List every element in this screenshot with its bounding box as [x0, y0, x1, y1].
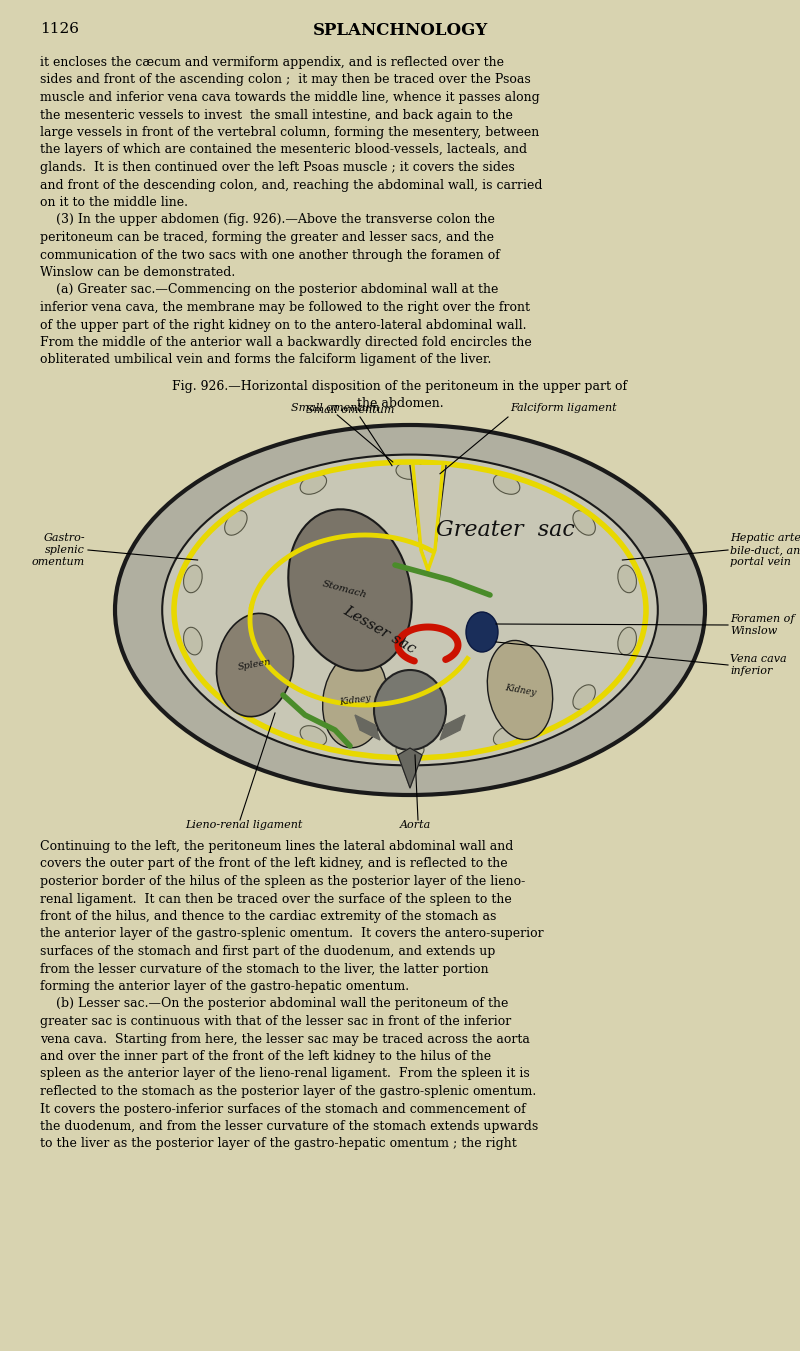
Text: Gastro-
splenic
omentum: Gastro- splenic omentum	[32, 534, 85, 566]
Ellipse shape	[374, 670, 446, 750]
Text: forming the anterior layer of the gastro-hepatic omentum.: forming the anterior layer of the gastro…	[40, 979, 409, 993]
Ellipse shape	[115, 426, 705, 794]
Ellipse shape	[396, 461, 424, 480]
Text: sides and front of the ascending colon ;  it may then be traced over the Psoas: sides and front of the ascending colon ;…	[40, 73, 530, 86]
Text: the abdomen.: the abdomen.	[357, 397, 443, 409]
Text: the duodenum, and from the lesser curvature of the stomach extends upwards: the duodenum, and from the lesser curvat…	[40, 1120, 538, 1133]
Text: SPLANCHNOLOGY: SPLANCHNOLOGY	[312, 22, 488, 39]
Text: from the lesser curvature of the stomach to the liver, the latter portion: from the lesser curvature of the stomach…	[40, 962, 489, 975]
Ellipse shape	[487, 640, 553, 739]
Text: muscle and inferior vena cava towards the middle line, whence it passes along: muscle and inferior vena cava towards th…	[40, 91, 540, 104]
Ellipse shape	[217, 613, 294, 716]
Polygon shape	[410, 466, 446, 570]
Text: the anterior layer of the gastro-splenic omentum.  It covers the antero-superior: the anterior layer of the gastro-splenic…	[40, 928, 544, 940]
Ellipse shape	[225, 511, 247, 535]
Text: Hepatic artery,
bile-duct, and
portal vein: Hepatic artery, bile-duct, and portal ve…	[730, 534, 800, 566]
Text: to the liver as the posterior layer of the gastro-hepatic omentum ; the right: to the liver as the posterior layer of t…	[40, 1138, 517, 1151]
Text: spleen as the anterior layer of the lieno-renal ligament.  From the spleen it is: spleen as the anterior layer of the lien…	[40, 1067, 530, 1081]
Text: obliterated umbilical vein and forms the falciform ligament of the liver.: obliterated umbilical vein and forms the…	[40, 354, 491, 366]
Text: front of the hilus, and thence to the cardiac extremity of the stomach as: front of the hilus, and thence to the ca…	[40, 911, 496, 923]
Text: Lesser sac: Lesser sac	[342, 604, 418, 657]
Text: of the upper part of the right kidney on to the antero-lateral abdominal wall.: of the upper part of the right kidney on…	[40, 319, 526, 331]
Text: peritoneum can be traced, forming the greater and lesser sacs, and the: peritoneum can be traced, forming the gr…	[40, 231, 494, 245]
Ellipse shape	[396, 740, 424, 759]
Text: glands.  It is then continued over the left Psoas muscle ; it covers the sides: glands. It is then continued over the le…	[40, 161, 514, 174]
Text: (3) In the upper abdomen (fig. 926).—Above the transverse colon the: (3) In the upper abdomen (fig. 926).—Abo…	[40, 213, 495, 227]
Text: Greater  sac: Greater sac	[435, 519, 574, 540]
Text: (b) Lesser sac.—On the posterior abdominal wall the peritoneum of the: (b) Lesser sac.—On the posterior abdomin…	[40, 997, 508, 1011]
Text: Continuing to the left, the peritoneum lines the lateral abdominal wall and: Continuing to the left, the peritoneum l…	[40, 840, 514, 852]
Text: inferior vena cava, the membrane may be followed to the right over the front: inferior vena cava, the membrane may be …	[40, 301, 530, 313]
Text: Stomach: Stomach	[322, 580, 368, 600]
Text: Kidney: Kidney	[504, 682, 536, 697]
Ellipse shape	[618, 627, 637, 655]
Ellipse shape	[573, 685, 595, 709]
Text: communication of the two sacs with one another through the foramen of: communication of the two sacs with one a…	[40, 249, 500, 262]
Text: It covers the postero-inferior surfaces of the stomach and commencement of: It covers the postero-inferior surfaces …	[40, 1102, 526, 1116]
Text: Kidney: Kidney	[338, 693, 371, 707]
Text: and over the inner part of the front of the left kidney to the hilus of the: and over the inner part of the front of …	[40, 1050, 491, 1063]
Polygon shape	[398, 748, 422, 788]
Text: Fig. 926.—Horizontal disposition of the peritoneum in the upper part of: Fig. 926.—Horizontal disposition of the …	[173, 380, 627, 393]
Text: Foramen of
Winslow: Foramen of Winslow	[730, 615, 794, 636]
Text: Small omentum: Small omentum	[291, 403, 379, 413]
Text: it encloses the cæcum and vermiform appendix, and is reflected over the: it encloses the cæcum and vermiform appe…	[40, 55, 504, 69]
Text: Spleen: Spleen	[238, 658, 273, 673]
Ellipse shape	[288, 509, 412, 670]
Text: Lieno-renal ligament: Lieno-renal ligament	[185, 820, 302, 830]
Ellipse shape	[183, 627, 202, 655]
Polygon shape	[440, 715, 465, 740]
Ellipse shape	[183, 565, 202, 593]
Text: surfaces of the stomach and first part of the duodenum, and extends up: surfaces of the stomach and first part o…	[40, 944, 495, 958]
Ellipse shape	[494, 725, 520, 746]
Text: reflected to the stomach as the posterior layer of the gastro-splenic omentum.: reflected to the stomach as the posterio…	[40, 1085, 536, 1098]
Text: Vena cava
inferior: Vena cava inferior	[730, 654, 786, 676]
Ellipse shape	[618, 565, 637, 593]
Text: the mesenteric vessels to invest  the small intestine, and back again to the: the mesenteric vessels to invest the sma…	[40, 108, 513, 122]
Ellipse shape	[466, 612, 498, 653]
Ellipse shape	[573, 511, 595, 535]
Ellipse shape	[322, 653, 387, 747]
Text: vena cava.  Starting from here, the lesser sac may be traced across the aorta: vena cava. Starting from here, the lesse…	[40, 1032, 530, 1046]
Text: Aorta: Aorta	[399, 820, 430, 830]
Text: renal ligament.  It can then be traced over the surface of the spleen to the: renal ligament. It can then be traced ov…	[40, 893, 512, 905]
Ellipse shape	[162, 454, 658, 766]
Text: Winslow can be demonstrated.: Winslow can be demonstrated.	[40, 266, 235, 280]
Text: 1126: 1126	[40, 22, 79, 36]
Text: the layers of which are contained the mesenteric blood-vessels, lacteals, and: the layers of which are contained the me…	[40, 143, 527, 157]
Text: Falciform ligament: Falciform ligament	[510, 403, 617, 413]
Text: and front of the descending colon, and, reaching the abdominal wall, is carried: and front of the descending colon, and, …	[40, 178, 542, 192]
Text: covers the outer part of the front of the left kidney, and is reflected to the: covers the outer part of the front of th…	[40, 858, 508, 870]
Ellipse shape	[225, 685, 247, 709]
Polygon shape	[355, 715, 380, 740]
Text: From the middle of the anterior wall a backwardly directed fold encircles the: From the middle of the anterior wall a b…	[40, 336, 532, 349]
Text: Small omentum: Small omentum	[306, 405, 394, 415]
Ellipse shape	[300, 725, 326, 746]
Ellipse shape	[494, 474, 520, 494]
Text: large vessels in front of the vertebral column, forming the mesentery, between: large vessels in front of the vertebral …	[40, 126, 539, 139]
Text: (a) Greater sac.—Commencing on the posterior abdominal wall at the: (a) Greater sac.—Commencing on the poste…	[40, 284, 498, 296]
Text: posterior border of the hilus of the spleen as the posterior layer of the lieno-: posterior border of the hilus of the spl…	[40, 875, 526, 888]
Ellipse shape	[300, 474, 326, 494]
Text: greater sac is continuous with that of the lesser sac in front of the inferior: greater sac is continuous with that of t…	[40, 1015, 511, 1028]
Text: on it to the middle line.: on it to the middle line.	[40, 196, 188, 209]
